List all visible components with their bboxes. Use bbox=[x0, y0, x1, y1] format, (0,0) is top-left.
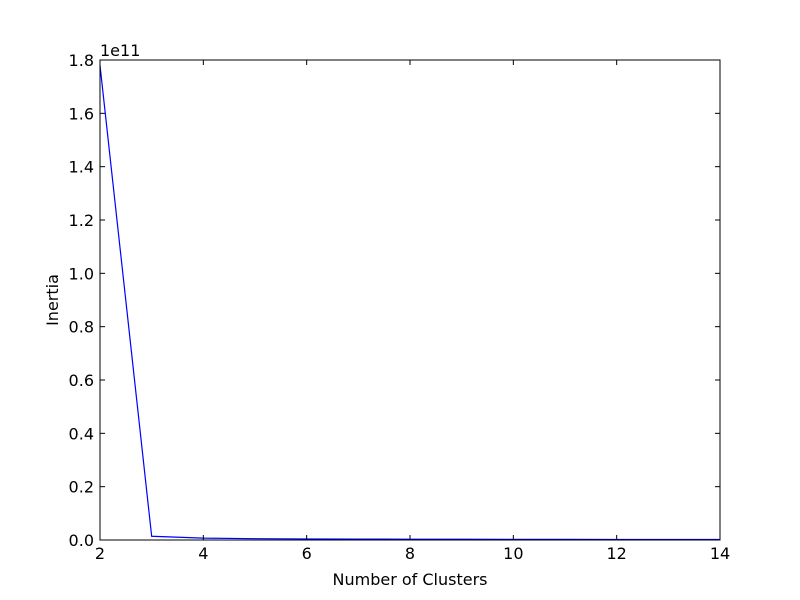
x-axis-label: Number of Clusters bbox=[333, 570, 488, 589]
y-tick-label: 0.4 bbox=[69, 424, 94, 443]
plot-frame bbox=[99, 59, 721, 541]
y-tick-label: 0.2 bbox=[69, 478, 94, 497]
x-tick-label: 2 bbox=[95, 544, 105, 563]
y-axis-ticks: 0.0 0.2 0.4 0.6 0.8 1.0 1.2 1.4 1.6 1.8 bbox=[69, 51, 720, 550]
y-tick-label: 0.0 bbox=[69, 531, 94, 550]
y-tick-label: 1.2 bbox=[69, 211, 94, 230]
x-tick-label: 4 bbox=[198, 544, 208, 563]
y-tick-label: 1.8 bbox=[69, 51, 94, 70]
y-tick-label: 1.0 bbox=[69, 264, 94, 283]
x-tick-label: 6 bbox=[302, 544, 312, 563]
y-tick-label: 1.6 bbox=[69, 104, 94, 123]
x-tick-label: 10 bbox=[503, 544, 523, 563]
series-layer bbox=[99, 65, 721, 541]
x-tick-label: 8 bbox=[405, 544, 415, 563]
y-axis-exponent-label: 1e11 bbox=[100, 41, 140, 60]
y-axis-label: Inertia bbox=[43, 274, 62, 326]
series-line-0 bbox=[99, 65, 721, 541]
x-tick-label: 12 bbox=[606, 544, 626, 563]
y-tick-label: 0.8 bbox=[69, 318, 94, 337]
y-tick-label: 0.6 bbox=[69, 371, 94, 390]
x-axis-ticks: 2 4 6 8 10 12 14 bbox=[95, 60, 730, 563]
x-tick-label: 14 bbox=[710, 544, 730, 563]
y-tick-label: 1.4 bbox=[69, 158, 94, 177]
